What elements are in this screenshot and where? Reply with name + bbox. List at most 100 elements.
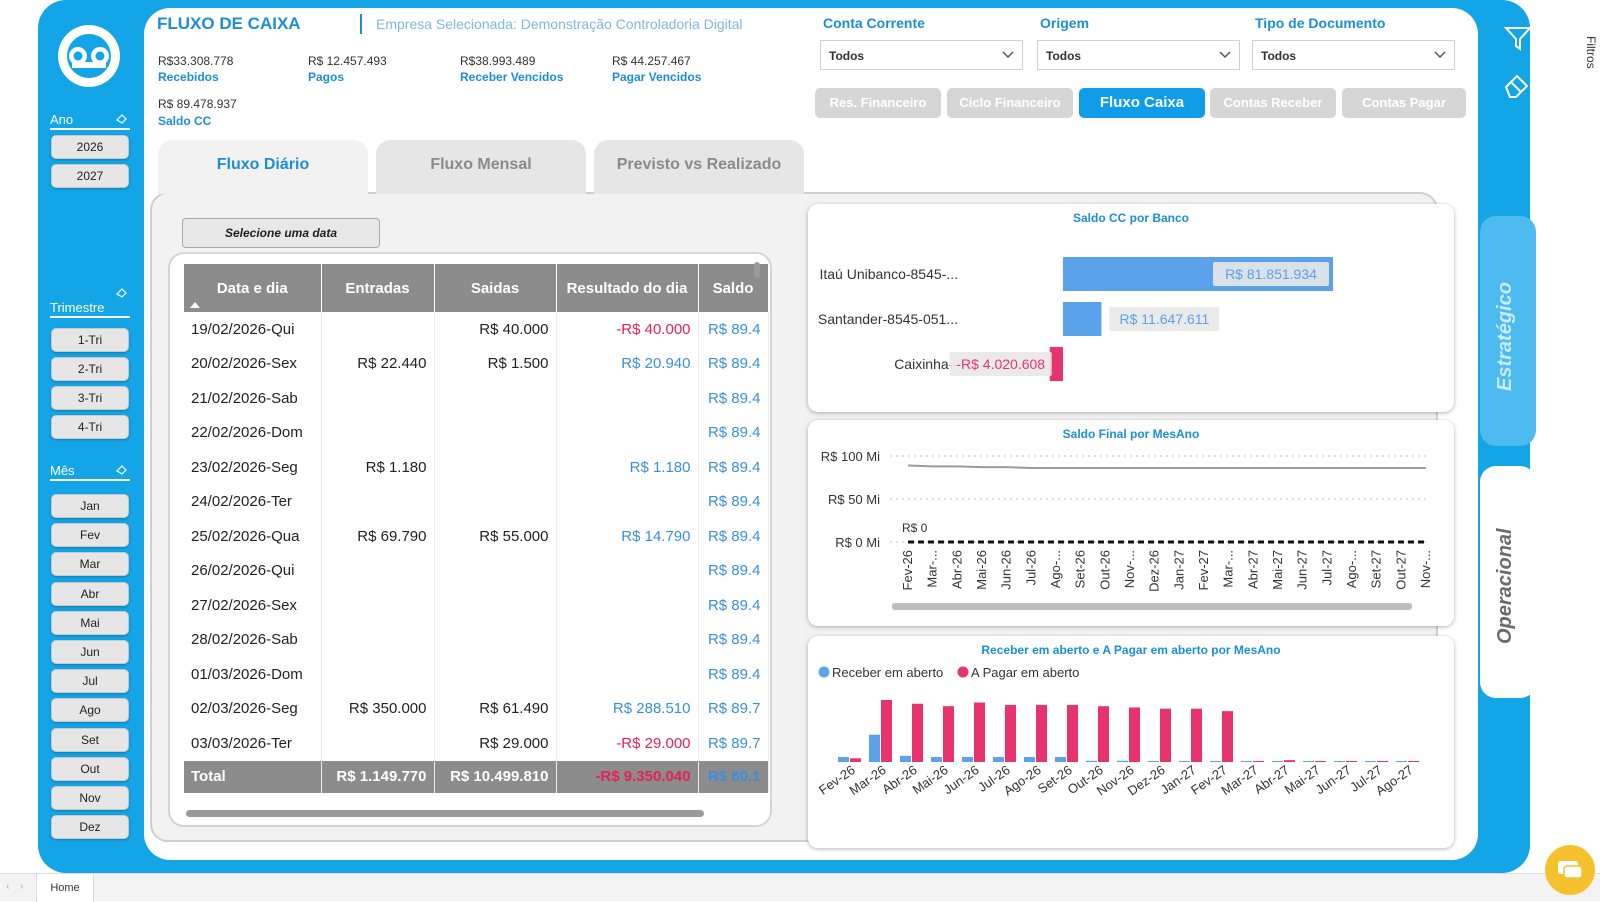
table-cell: 27/02/2026-Sex	[184, 588, 322, 623]
slicer-mes-set[interactable]: Set	[51, 727, 129, 752]
nav-contas-pagar-button[interactable]: Contas Pagar	[1342, 88, 1466, 118]
tab-previsto-vs-realizado[interactable]: Previsto vs Realizado	[594, 140, 804, 194]
table-cell: R$ 69.790	[321, 519, 435, 554]
table-row[interactable]: 21/02/2026-Sab R$ 89.4	[184, 381, 769, 416]
column-header-saidas[interactable]: Saidas	[434, 264, 557, 312]
table-cell: 25/02/2026-Qua	[184, 519, 322, 554]
slicer-trimestre-2-tri[interactable]: 2-Tri	[51, 357, 129, 381]
nav-ciclo-financeiro-button[interactable]: Ciclo Financeiro	[947, 88, 1073, 118]
fluxo-diario-table: Data e dia Entradas Saidas Resultado do …	[184, 264, 769, 793]
company-logo	[58, 25, 120, 87]
bar	[1063, 302, 1102, 336]
next-page-icon[interactable]: ›	[20, 881, 24, 892]
slicer-trimestre-1-tri[interactable]: 1-Tri	[51, 328, 129, 352]
slicer-mes-jun[interactable]: Jun	[51, 640, 129, 664]
slicer-trimestre-3-tri[interactable]: 3-Tri	[51, 386, 129, 410]
chevron-down-icon	[1219, 51, 1231, 59]
slicer-trimestre-4-tri[interactable]: 4-Tri	[51, 415, 129, 439]
eraser-icon[interactable]	[116, 112, 128, 124]
table-row[interactable]: 20/02/2026-Sex R$ 22.440 R$ 1.500 R$ 20.940…	[184, 346, 769, 381]
eraser-icon[interactable]	[1502, 70, 1532, 100]
filter-origem-dropdown[interactable]: Todos	[1037, 40, 1240, 70]
data-label: R$ 11.647.611	[1120, 311, 1210, 327]
table-row[interactable]: 03/03/2026-Ter R$ 29.000 -R$ 29.000 R$ 89.7	[184, 726, 769, 761]
column-header-data-dia[interactable]: Data e dia	[184, 264, 322, 312]
slicer-mes-jul[interactable]: Jul	[51, 669, 129, 694]
table-cell: R$ 89.4	[698, 381, 769, 416]
tab-fluxo-diario[interactable]: Fluxo Diário	[158, 140, 368, 194]
company-name: Empresa Selecionada: Demonstração Contro…	[376, 16, 743, 32]
page-tab-home[interactable]: Home	[36, 874, 94, 902]
table-row[interactable]: 28/02/2026-Sab R$ 89.4	[184, 622, 769, 657]
bar-pagar	[1160, 708, 1171, 762]
bar-pagar	[1222, 711, 1233, 762]
filter-icon[interactable]	[1504, 26, 1532, 52]
table-row[interactable]: 26/02/2026-Qui R$ 89.4	[184, 553, 769, 588]
slicer-mes-fev[interactable]: Fev	[51, 523, 129, 548]
table-vertical-scrollbar[interactable]	[754, 262, 760, 278]
x-tick-label: Jul-27	[1319, 550, 1334, 585]
slicer-mes-abr[interactable]: Abr	[51, 581, 129, 606]
select-date-button[interactable]: Selecione uma data	[182, 218, 380, 248]
table-row[interactable]: 24/02/2026-Ter R$ 89.4	[184, 484, 769, 519]
eraser-icon[interactable]	[116, 286, 128, 298]
slicer-mes-out[interactable]: Out	[51, 756, 129, 781]
slicer-mes-ago[interactable]: Ago	[51, 698, 129, 723]
prev-page-icon[interactable]: ‹	[6, 881, 10, 892]
bar-receber	[1086, 760, 1097, 762]
slicer-mes-mar[interactable]: Mar	[51, 552, 129, 577]
slicer-ano-2026[interactable]: 2026	[51, 135, 129, 159]
filter-conta-corrente-dropdown[interactable]: Todos	[820, 40, 1023, 70]
nav-contas-receber-button[interactable]: Contas Receber	[1210, 88, 1336, 118]
tab-estrategico-label: Estratégico	[1494, 282, 1516, 391]
x-tick-label: Fev-26	[900, 550, 915, 590]
column-header-saldo[interactable]: Saldo	[698, 264, 769, 312]
table-row[interactable]: 22/02/2026-Dom R$ 89.4	[184, 415, 769, 450]
filter-tipo-documento-dropdown[interactable]: Todos	[1252, 40, 1455, 70]
slicer-mes-mai[interactable]: Mai	[51, 610, 129, 635]
bar-receber	[1303, 761, 1314, 762]
filters-pane-collapsed[interactable]: Filtros	[1584, 36, 1600, 96]
kpi-pagos-value: R$ 12.457.493	[308, 54, 387, 68]
filter-conta-corrente-label: Conta Corrente	[823, 15, 925, 31]
table-cell: R$ 89.4	[698, 450, 769, 485]
bar-receber	[993, 757, 1004, 762]
table-row[interactable]: 27/02/2026-Sex R$ 89.4	[184, 588, 769, 623]
bar-pagar	[943, 706, 954, 762]
table-cell	[556, 657, 699, 692]
tab-fluxo-mensal[interactable]: Fluxo Mensal	[376, 140, 586, 194]
column-header-resultado[interactable]: Resultado do dia	[556, 264, 699, 312]
receber-pagar-chart: Receber em aberto A Pagar em abertoFev-26…	[816, 665, 1419, 799]
x-tick-label: Dez-26	[1147, 550, 1162, 592]
eraser-icon[interactable]	[116, 463, 128, 475]
legend-label: A Pagar em aberto	[971, 665, 1079, 680]
tab-estrategico[interactable]: Estratégico	[1480, 216, 1536, 446]
slicer-mes-jan[interactable]: Jan	[51, 494, 129, 518]
table-row[interactable]: 01/03/2026-Dom R$ 89.4	[184, 657, 769, 692]
table-cell	[321, 726, 435, 761]
nav-fluxo-caixa-button[interactable]: Fluxo Caixa	[1079, 88, 1205, 118]
table-row[interactable]: 02/03/2026-Seg R$ 350.000 R$ 61.490 R$ 288.…	[184, 691, 769, 726]
table-row[interactable]: 23/02/2026-Seg R$ 1.180 R$ 1.180 R$ 89.4	[184, 450, 769, 485]
table-row[interactable]: 19/02/2026-Qui R$ 40.000 -R$ 40.000 R$ 89.4	[184, 312, 769, 347]
table-cell	[434, 450, 557, 485]
slicer-mes-nov[interactable]: Nov	[51, 786, 129, 810]
bar-receber	[1396, 761, 1407, 762]
slicer-ano-2027[interactable]: 2027	[51, 164, 129, 188]
bar-receber	[1024, 757, 1035, 762]
chat-button[interactable]	[1545, 845, 1595, 895]
tab-operacional[interactable]: Operacional	[1480, 466, 1536, 698]
table-cell	[434, 657, 557, 692]
bar-pagar	[1284, 760, 1295, 762]
fluxo-diario-table-container: Data e dia Entradas Saidas Resultado do …	[168, 252, 772, 827]
table-row[interactable]: 25/02/2026-Qua R$ 69.790 R$ 55.000 R$ 14.79…	[184, 519, 769, 554]
table-horizontal-scrollbar[interactable]	[186, 810, 704, 817]
table-cell	[321, 381, 435, 416]
column-header-entradas[interactable]: Entradas	[321, 264, 435, 312]
nav-res-financeiro-button[interactable]: Res. Financeiro	[815, 88, 941, 118]
x-tick-label: Jun-26	[999, 550, 1014, 590]
slicer-mes-dez[interactable]: Dez	[51, 815, 129, 840]
table-cell: R$ 1.180	[556, 450, 699, 485]
title-divider	[360, 14, 362, 34]
data-label-bg	[949, 352, 1052, 376]
